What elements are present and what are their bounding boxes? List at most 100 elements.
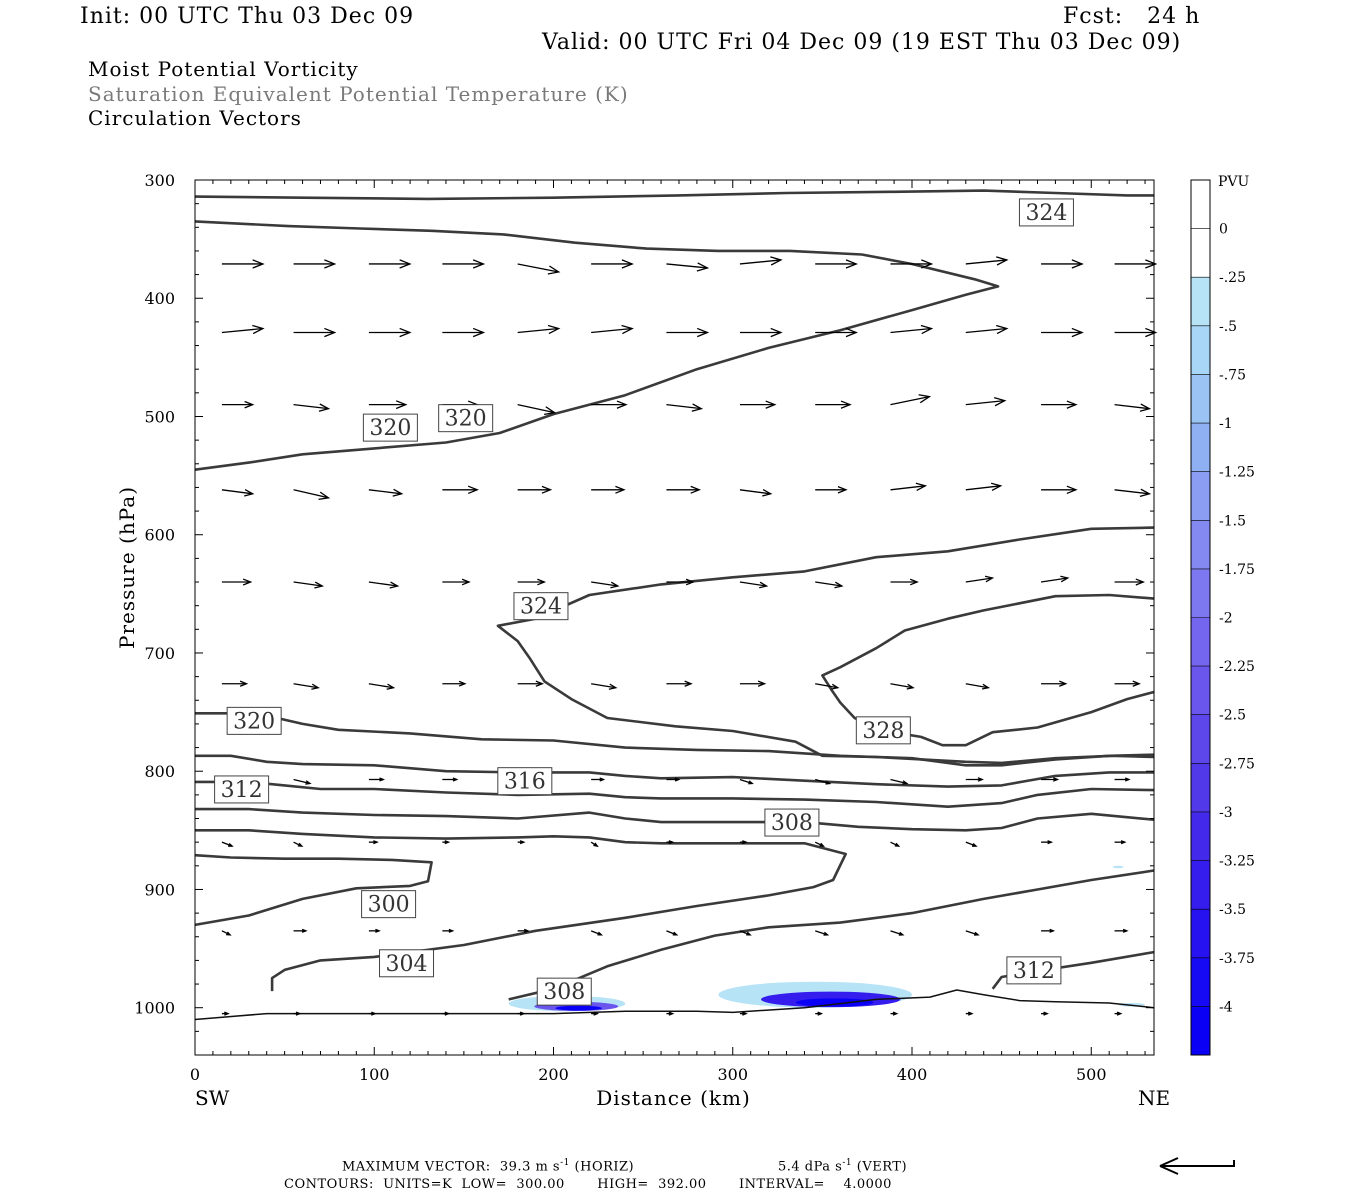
y-axis-label: Pressure (hPa): [115, 486, 139, 649]
circulation-vector: [221, 680, 249, 687]
circulation-vector: [890, 259, 934, 269]
circulation-vector: [368, 1011, 377, 1016]
circulation-vector: [221, 841, 234, 847]
colorbar-tick-label: -3.5: [1219, 902, 1246, 918]
circulation-vector: [666, 485, 701, 494]
contour-label-text: 324: [520, 595, 562, 620]
circulation-vector: [739, 1011, 748, 1016]
circulation-vector: [666, 680, 693, 687]
colorbar-tick-label: -4: [1219, 999, 1233, 1015]
circulation-vector: [815, 327, 858, 338]
colorbar-swatch: [1191, 909, 1210, 958]
contour-label: 312: [214, 775, 270, 804]
circulation-vector: [1114, 928, 1129, 933]
circulation-vector: [221, 1011, 230, 1016]
circulation-vector: [666, 262, 710, 272]
circulation-vector: [666, 327, 710, 338]
colorbar-tick-label: -2.75: [1219, 756, 1255, 772]
contour-line-316: [195, 754, 1154, 788]
circulation-vector: [815, 581, 844, 589]
circulation-vector: [221, 259, 265, 269]
circulation-vector: [890, 1011, 899, 1016]
contour-label-text: 328: [862, 719, 904, 744]
y-tick-label: 900: [144, 880, 175, 899]
colorbar-tick-label: -.25: [1219, 270, 1246, 286]
circulation-vector: [221, 324, 265, 335]
contour-label: 320: [362, 413, 418, 442]
colorbar-swatch: [1191, 277, 1210, 326]
colorbar-swatch: [1191, 860, 1210, 910]
colorbar-tick-label: -3.75: [1219, 951, 1255, 967]
circulation-vector: [739, 581, 769, 589]
circulation-vector: [1041, 777, 1060, 782]
max-horiz-value: 39.3 m s: [499, 1159, 561, 1175]
max-vector-label: MAXIMUM VECTOR:: [342, 1159, 491, 1175]
plot-frame: [194, 179, 1155, 1056]
circulation-vector: [965, 256, 1009, 266]
circulation-vector: [1041, 928, 1056, 933]
circulation-vector: [591, 400, 628, 409]
circulation-vector: [815, 930, 830, 936]
circulation-vector: [442, 327, 486, 338]
circulation-vector: [221, 400, 255, 409]
circulation-vector: [1041, 1011, 1049, 1016]
colorbar-swatch: [1191, 763, 1210, 812]
contour-label: 328: [855, 716, 911, 745]
circulation-vector: [293, 259, 337, 269]
contour-line-304: [195, 829, 847, 992]
horiz-tag: (HORIZ): [574, 1159, 635, 1175]
circulation-vector: [221, 578, 253, 586]
circulation-vector: [666, 403, 704, 412]
init-time: Init: 00 UTC Thu 03 Dec 09: [80, 4, 415, 29]
circulation-vector: [815, 683, 840, 690]
contour-label-text: 324: [1025, 201, 1067, 226]
circulation-vector: [815, 1011, 824, 1016]
colorbar-swatch: [1191, 180, 1210, 229]
contour-label: 300: [361, 890, 417, 919]
horiz-exponent: -1: [560, 1158, 570, 1168]
field-title-pv: Moist Potential Vorticity: [88, 57, 359, 81]
field-title-vectors: Circulation Vectors: [88, 106, 302, 130]
circulation-vector: [517, 324, 561, 335]
colorbar-swatch: [1191, 811, 1210, 861]
circulation-vector: [221, 488, 255, 497]
colorbar-swatch: [1191, 1006, 1210, 1055]
theta-es-contours: [194, 189, 1155, 1021]
circulation-vector: [293, 841, 304, 847]
contours-info: CONTOURS: UNITS=K LOW= 300.00 HIGH= 392.…: [284, 1177, 892, 1192]
circulation-vector: [815, 486, 848, 494]
circulation-vector: [442, 485, 479, 495]
colorbar-tick-label: -1.5: [1219, 513, 1246, 529]
pv-patch-max: [795, 998, 874, 1007]
circulation-vector: [666, 1011, 675, 1016]
contour-label-text: 304: [386, 952, 428, 977]
circulation-vector: [368, 581, 400, 589]
contour-label-text: 308: [543, 980, 585, 1005]
circulation-vector: [293, 928, 308, 933]
circulation-vector: [739, 778, 754, 785]
circulation-vector: [965, 930, 980, 936]
max-vert-value: 5.4 dPa s: [778, 1159, 843, 1175]
circulation-vector: [965, 482, 1003, 492]
contour-label: 320: [226, 706, 282, 735]
x-tick-label: 500: [1076, 1065, 1107, 1084]
circulation-vector: [1041, 485, 1078, 495]
y-tick-label: 400: [144, 289, 175, 308]
y-tick-label: 700: [144, 644, 175, 663]
contour-label-text: 300: [368, 893, 410, 918]
circulation-vector: [591, 485, 626, 494]
circulation-vector: [666, 840, 675, 845]
circulation-vector: [442, 578, 471, 586]
y-tick-label: 600: [144, 526, 175, 545]
vert-exponent: -1: [842, 1158, 853, 1168]
colorbar-tick-label: -2.25: [1219, 659, 1255, 675]
circulation-vector: [666, 930, 679, 936]
circulation-vector: [815, 778, 832, 785]
contour-label: 304: [379, 949, 435, 978]
circulation-vector: [890, 778, 909, 785]
circulation-vector: [442, 1011, 451, 1016]
axes: 300 400 500 600 700 800 900 1000 0 100 200 300 400 50…: [115, 171, 1170, 1110]
contour-line-320: [195, 712, 1155, 767]
circulation-vector: [739, 256, 783, 266]
